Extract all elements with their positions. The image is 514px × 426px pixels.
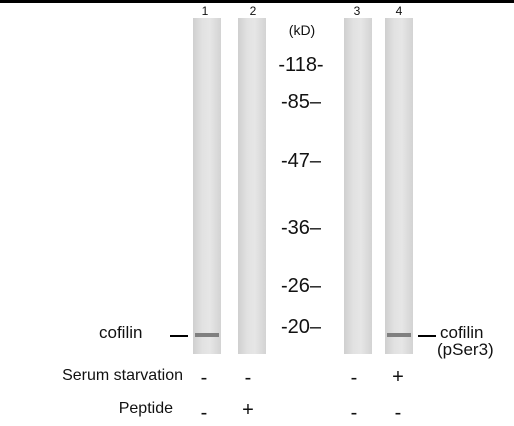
top-border	[0, 0, 514, 3]
row-label-peptide: Peptide	[118, 400, 173, 417]
lane-number-2: 2	[249, 4, 257, 18]
serum-sign-lane-2: -	[244, 367, 252, 389]
serum-sign-lane-4: +	[392, 366, 404, 388]
blot-lane-3	[344, 18, 372, 354]
lane-number-4: 4	[395, 4, 403, 18]
marker-85: -85–	[280, 91, 322, 113]
marker-20: -20–	[280, 316, 322, 338]
peptide-sign-lane-2: +	[242, 399, 254, 421]
right-band-label: cofilin	[440, 323, 484, 342]
marker-36: -36–	[280, 217, 322, 239]
left-pointer-line	[170, 335, 188, 337]
blot-lane-1	[193, 18, 221, 354]
left-band-label: cofilin	[99, 323, 143, 342]
marker-26: -26–	[280, 275, 322, 297]
marker-118: -118-	[278, 54, 324, 76]
row-label-serum-starvation: Serum starvation	[62, 367, 183, 384]
right-pointer-line	[418, 335, 436, 337]
peptide-sign-lane-3: -	[350, 402, 358, 424]
blot-lane-2	[238, 18, 266, 354]
lane-number-3: 3	[353, 4, 361, 18]
blot-lane-4	[385, 18, 413, 354]
peptide-sign-lane-4: -	[394, 402, 402, 424]
cofilin-band	[195, 333, 219, 337]
serum-sign-lane-1: -	[200, 367, 208, 389]
right-band-sublabel: (pSer3)	[437, 340, 494, 359]
unit-label: (kD)	[288, 22, 316, 38]
lane-number-1: 1	[201, 4, 209, 18]
peptide-sign-lane-1: -	[200, 402, 208, 424]
phospho-cofilin-band	[387, 333, 411, 337]
serum-sign-lane-3: -	[350, 367, 358, 389]
marker-47: -47–	[280, 150, 322, 172]
